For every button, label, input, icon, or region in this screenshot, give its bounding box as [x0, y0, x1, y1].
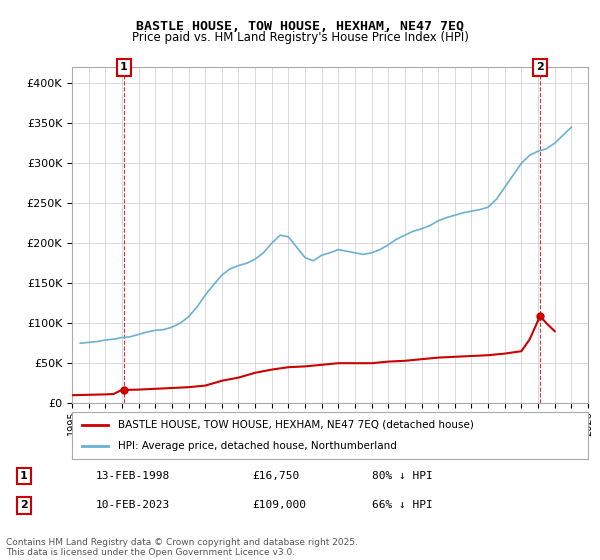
Text: 13-FEB-1998: 13-FEB-1998: [96, 471, 170, 481]
Text: BASTLE HOUSE, TOW HOUSE, HEXHAM, NE47 7EQ: BASTLE HOUSE, TOW HOUSE, HEXHAM, NE47 7E…: [136, 20, 464, 32]
Text: HPI: Average price, detached house, Northumberland: HPI: Average price, detached house, Nort…: [118, 441, 397, 451]
Text: 1: 1: [120, 62, 128, 72]
Text: Price paid vs. HM Land Registry's House Price Index (HPI): Price paid vs. HM Land Registry's House …: [131, 31, 469, 44]
Text: 1: 1: [20, 471, 28, 481]
Text: 2: 2: [536, 62, 544, 72]
Text: £109,000: £109,000: [252, 501, 306, 511]
Text: Contains HM Land Registry data © Crown copyright and database right 2025.
This d: Contains HM Land Registry data © Crown c…: [6, 538, 358, 557]
Text: 10-FEB-2023: 10-FEB-2023: [96, 501, 170, 511]
Text: BASTLE HOUSE, TOW HOUSE, HEXHAM, NE47 7EQ (detached house): BASTLE HOUSE, TOW HOUSE, HEXHAM, NE47 7E…: [118, 420, 475, 430]
Text: £16,750: £16,750: [252, 471, 299, 481]
Text: 66% ↓ HPI: 66% ↓ HPI: [372, 501, 433, 511]
Text: 2: 2: [20, 501, 28, 511]
Text: 80% ↓ HPI: 80% ↓ HPI: [372, 471, 433, 481]
